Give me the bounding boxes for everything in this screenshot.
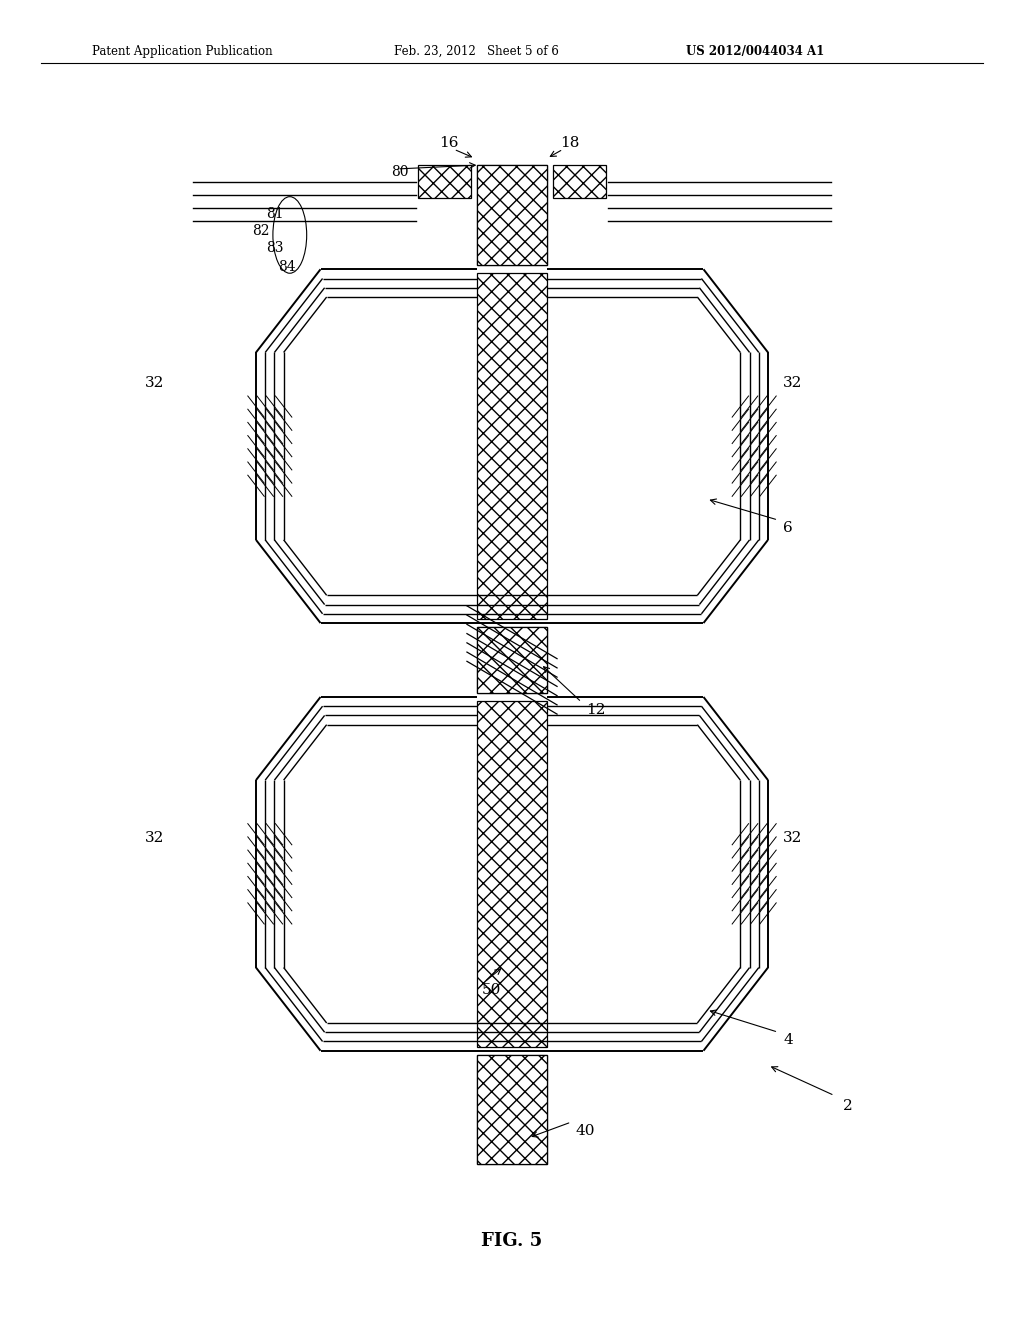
Text: 32: 32 <box>783 832 803 845</box>
Bar <box>477 1055 547 1164</box>
Bar <box>477 165 547 265</box>
Text: 81: 81 <box>266 207 284 220</box>
Bar <box>477 1055 547 1164</box>
Text: 32: 32 <box>783 376 803 389</box>
Text: 2: 2 <box>843 1100 853 1113</box>
Bar <box>477 165 547 265</box>
Bar <box>477 701 547 1047</box>
Text: 80: 80 <box>391 165 409 178</box>
Text: 32: 32 <box>144 832 164 845</box>
Bar <box>477 627 547 693</box>
Text: 4: 4 <box>783 1034 794 1047</box>
Text: 50: 50 <box>481 983 501 997</box>
Bar <box>553 165 606 198</box>
Bar <box>418 165 471 198</box>
Text: US 2012/0044034 A1: US 2012/0044034 A1 <box>686 45 824 58</box>
Text: 6: 6 <box>783 521 794 535</box>
Text: 40: 40 <box>575 1125 595 1138</box>
Text: 12: 12 <box>586 704 605 717</box>
Text: 18: 18 <box>560 136 579 149</box>
Text: FIG. 5: FIG. 5 <box>481 1232 543 1250</box>
Text: 32: 32 <box>144 376 164 389</box>
Text: 83: 83 <box>266 242 284 255</box>
Text: 16: 16 <box>438 136 459 149</box>
Text: 84: 84 <box>279 260 296 273</box>
Text: Feb. 23, 2012   Sheet 5 of 6: Feb. 23, 2012 Sheet 5 of 6 <box>394 45 559 58</box>
Bar <box>477 273 547 619</box>
Bar <box>477 627 547 693</box>
Text: Patent Application Publication: Patent Application Publication <box>92 45 272 58</box>
Text: 82: 82 <box>252 224 269 238</box>
